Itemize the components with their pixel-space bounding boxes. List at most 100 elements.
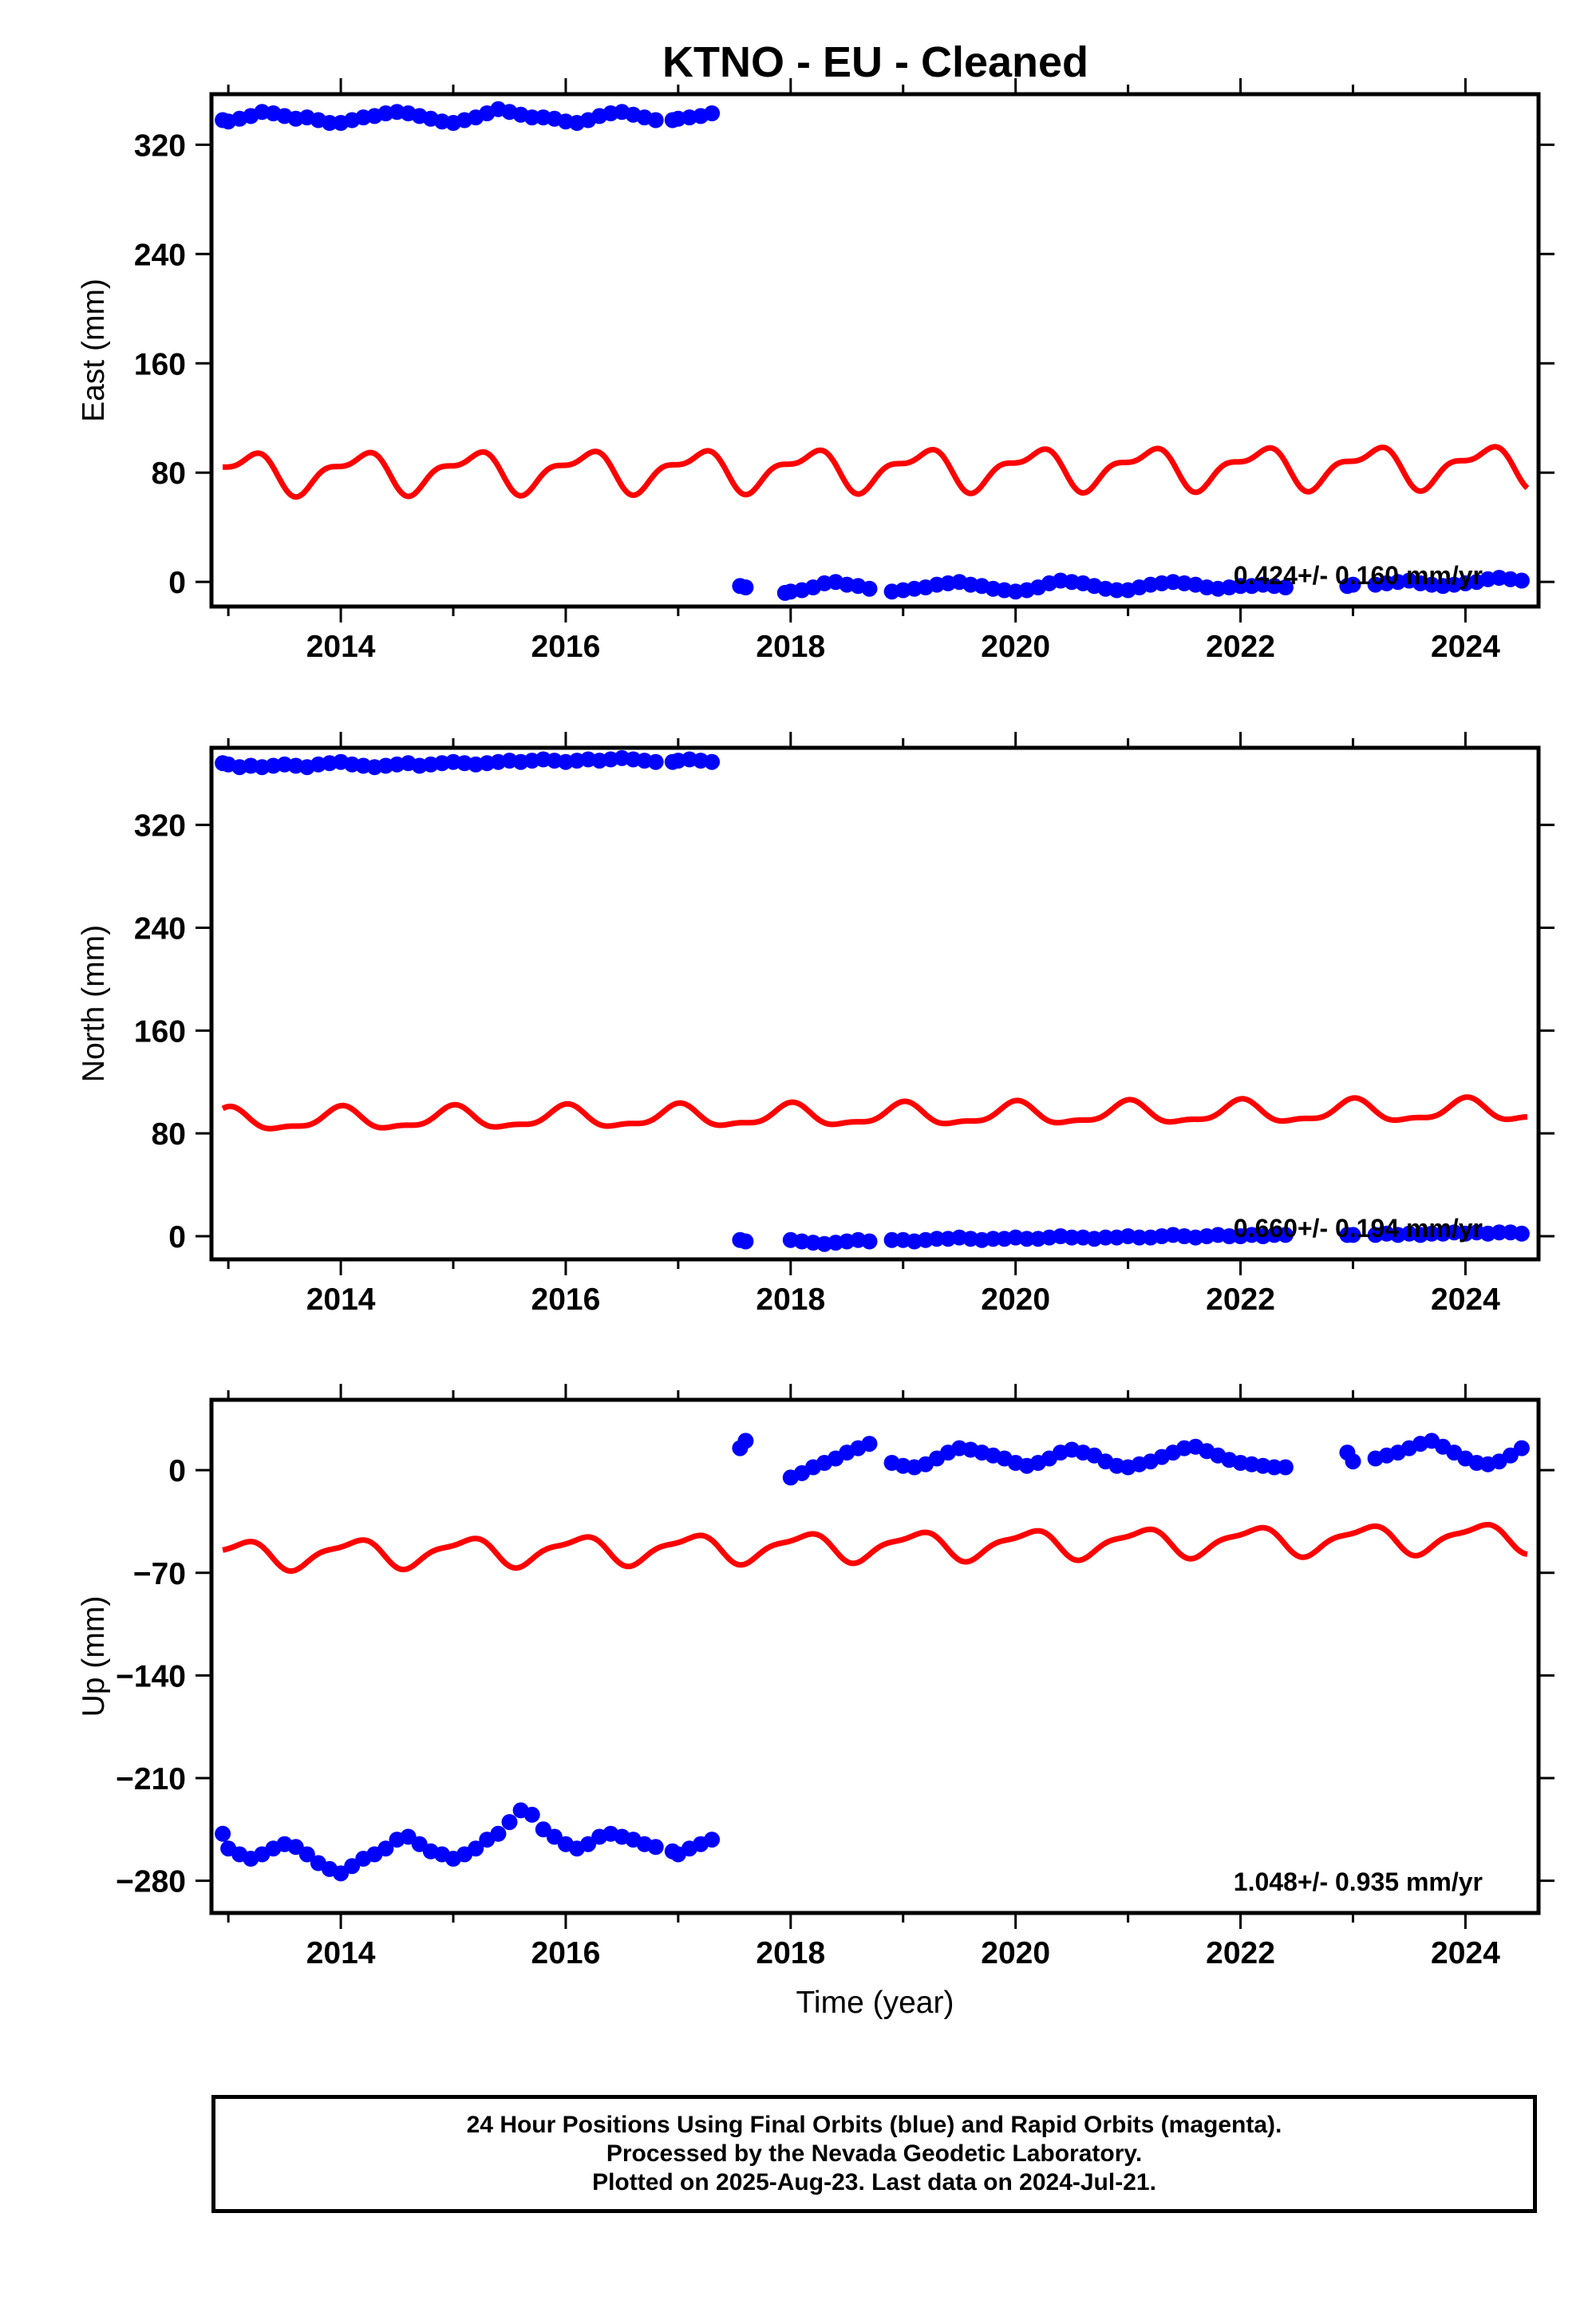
north-x-tick-label: 2022 (1206, 1282, 1275, 1317)
north-point (1131, 1229, 1148, 1246)
up-axes-frame (209, 1397, 1541, 1915)
up-point (1266, 1459, 1282, 1476)
up-y-tick-label: −280 (116, 1865, 186, 1899)
east-y-tick-label: 80 (152, 456, 186, 491)
east-x-tick-label: 2016 (531, 630, 601, 664)
north-x-tick-label: 2014 (306, 1282, 376, 1317)
north-y-tick-label: 160 (134, 1014, 186, 1049)
east-point (1345, 576, 1361, 593)
east-y-tick-label: 160 (134, 347, 186, 381)
up-point (344, 1858, 361, 1875)
north-y-tick-label: 0 (168, 1220, 186, 1255)
up-point (298, 1846, 315, 1863)
north-point (861, 1233, 878, 1250)
north-point (1491, 1224, 1507, 1241)
north-x-tick-label: 2020 (981, 1282, 1050, 1317)
panels: 2014 2016 2018 2020 2022 2024 0 80 160 240 320 East… (77, 78, 1555, 2020)
up-x-tick-label: 2020 (981, 1936, 1050, 1970)
east-y-axis-title: East (mm) (77, 279, 111, 422)
chart-title: KTNO - EU - Cleaned (662, 38, 1088, 86)
east-x-tick-label: 2018 (756, 630, 825, 664)
up-y-axis-title: Up (mm) (77, 1596, 111, 1717)
north-point (1424, 1225, 1440, 1242)
east-y-tick-label: 320 (134, 128, 186, 163)
up-x-tick-label: 2014 (306, 1936, 376, 1970)
north-point (1221, 1228, 1238, 1244)
north-y-axis-title: North (mm) (77, 925, 111, 1082)
north-point (1018, 1231, 1035, 1247)
east-x-tick-label: 2022 (1206, 630, 1275, 664)
north-x-tick-label: 2016 (531, 1282, 601, 1317)
up-point (1345, 1453, 1361, 1470)
panel-east: 2014 2016 2018 2020 2022 2024 0 80 160 240 320 East… (77, 78, 1555, 664)
north-point (1277, 1227, 1294, 1243)
up-point (704, 1832, 721, 1848)
up-point (580, 1836, 597, 1852)
footer-box: 24 Hour Positions Using Final Orbits (bl… (211, 2095, 1537, 2213)
east-point (704, 105, 721, 121)
east-point (1513, 572, 1530, 589)
north-point (737, 1233, 754, 1250)
up-point (1277, 1459, 1294, 1476)
north-point (1345, 1227, 1361, 1243)
east-x-tick-label: 2020 (981, 630, 1050, 664)
up-point (647, 1839, 664, 1856)
up-y-tick-label: 0 (168, 1454, 186, 1488)
east-point (1277, 579, 1294, 595)
up-point (215, 1825, 231, 1842)
north-point (1064, 1229, 1080, 1246)
up-point (333, 1865, 350, 1882)
north-axes-frame (209, 745, 1541, 1262)
up-point (400, 1828, 417, 1845)
up-point (546, 1828, 563, 1845)
north-point (1266, 1227, 1282, 1243)
up-y-tick-label: −140 (116, 1659, 186, 1694)
footer-line-1: 24 Hour Positions Using Final Orbits (bl… (466, 2112, 1282, 2138)
up-x-tick-label: 2024 (1431, 1936, 1500, 1970)
north-x-tick-label: 2018 (756, 1282, 825, 1317)
east-point (861, 580, 878, 597)
north-fit-line (221, 1094, 1529, 1132)
north-y-tick-label: 320 (134, 809, 186, 844)
up-point (501, 1814, 518, 1831)
up-point (1502, 1447, 1519, 1464)
up-x-tick-label: 2018 (756, 1936, 825, 1970)
east-rate-label: 0.424+/- 0.160 mm/yr (1234, 561, 1483, 590)
north-x-tick-label: 2024 (1431, 1282, 1500, 1317)
east-point (737, 579, 754, 595)
east-y-tick-label: 240 (134, 238, 186, 272)
east-y-tick-label: 0 (168, 566, 186, 600)
east-x-tick-label: 2014 (306, 630, 376, 664)
east-fit-line (221, 444, 1530, 500)
footer-line-2: Processed by the Nevada Geodetic Laborat… (606, 2140, 1143, 2167)
north-y-tick-label: 240 (134, 911, 186, 946)
up-fit-line (221, 1522, 1529, 1575)
up-point (377, 1840, 394, 1857)
north-y-tick-label: 80 (152, 1117, 186, 1152)
east-point (647, 112, 664, 128)
up-y-tick-label: −70 (133, 1557, 186, 1591)
east-x-tick-label: 2024 (1431, 630, 1500, 664)
footer-line-3: Plotted on 2025-Aug-23. Last data on 202… (592, 2169, 1156, 2195)
east-point (1108, 582, 1125, 599)
up-point (287, 1839, 304, 1856)
up-rate-label: 1.048+/- 0.935 mm/yr (1234, 1867, 1483, 1896)
north-point (985, 1231, 1001, 1247)
up-point (737, 1433, 754, 1449)
up-x-tick-label: 2022 (1206, 1936, 1275, 1970)
north-point (883, 1231, 900, 1248)
north-rate-label: 0.660+/- 0.194 mm/yr (1234, 1214, 1483, 1243)
east-point (322, 115, 338, 131)
panel-up: 2014 2016 2018 2020 2022 2024 −280 −210 −140 −70 0… (77, 1384, 1555, 2020)
north-point (1513, 1225, 1530, 1242)
north-point (929, 1231, 945, 1247)
up-point (523, 1806, 540, 1823)
up-y-tick-label: −210 (116, 1762, 186, 1796)
east-point (523, 109, 540, 126)
up-x-axis-title: Time (year) (796, 1986, 954, 2020)
up-point (861, 1436, 878, 1452)
east-point (1232, 578, 1249, 595)
up-point (1513, 1440, 1530, 1456)
north-point (647, 753, 664, 770)
